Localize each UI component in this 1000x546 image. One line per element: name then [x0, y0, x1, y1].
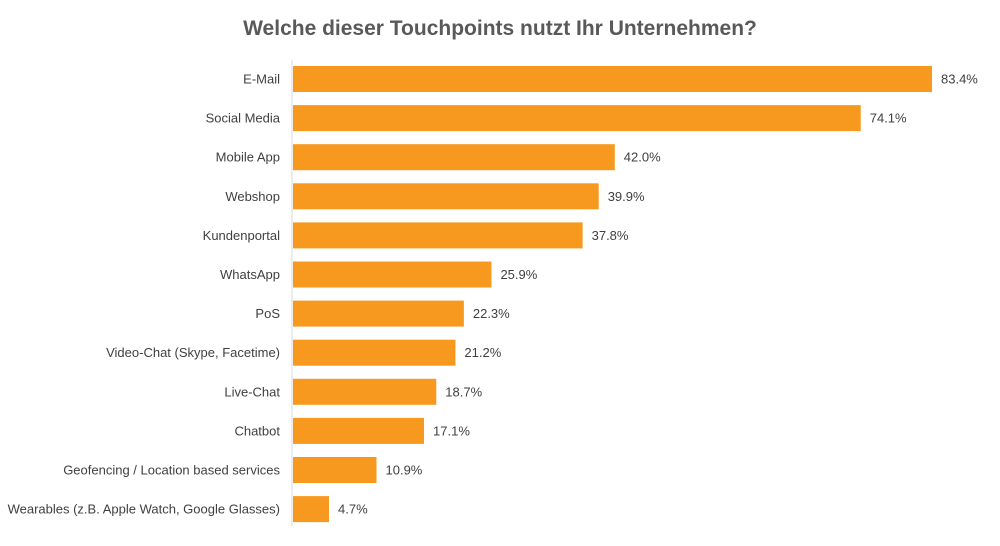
category-label: Mobile App — [216, 150, 280, 165]
value-label: 4.7% — [338, 502, 368, 517]
value-label: 42.0% — [624, 150, 661, 165]
category-label: Social Media — [206, 111, 281, 126]
bar — [293, 496, 330, 523]
value-label: 10.9% — [386, 463, 423, 478]
bar — [293, 300, 464, 327]
category-label: Wearables (z.B. Apple Watch, Google Glas… — [8, 502, 280, 517]
chart-title: Welche dieser Touchpoints nutzt Ihr Unte… — [243, 17, 757, 40]
category-label: Kundenportal — [203, 228, 280, 243]
bar — [293, 378, 437, 405]
category-label: Video-Chat (Skype, Facetime) — [106, 345, 280, 360]
category-label: Geofencing / Location based services — [63, 463, 280, 478]
bar — [293, 105, 861, 132]
value-label: 37.8% — [592, 228, 629, 243]
category-label: Live-Chat — [224, 384, 280, 399]
value-label: 18.7% — [445, 384, 482, 399]
category-label: Chatbot — [234, 423, 280, 438]
category-label: WhatsApp — [220, 267, 280, 282]
value-label: 74.1% — [870, 111, 907, 126]
bar — [293, 417, 425, 444]
category-label: PoS — [255, 306, 280, 321]
value-label: 17.1% — [433, 423, 470, 438]
bars-group: E-Mail 83.4% Social Media 74.1% Mobile App 42… — [8, 66, 978, 523]
value-label: 22.3% — [473, 306, 510, 321]
category-label: Webshop — [225, 189, 280, 204]
bar — [293, 457, 377, 483]
value-label: 25.9% — [500, 267, 537, 282]
bar — [293, 222, 583, 249]
bar — [293, 183, 599, 210]
value-label: 39.9% — [608, 189, 645, 204]
category-label: E-Mail — [243, 72, 280, 87]
bar — [293, 261, 492, 288]
bar — [293, 66, 932, 92]
value-label: 21.2% — [464, 345, 501, 360]
bar — [293, 339, 456, 366]
value-label: 83.4% — [941, 72, 978, 87]
bar — [293, 144, 615, 171]
